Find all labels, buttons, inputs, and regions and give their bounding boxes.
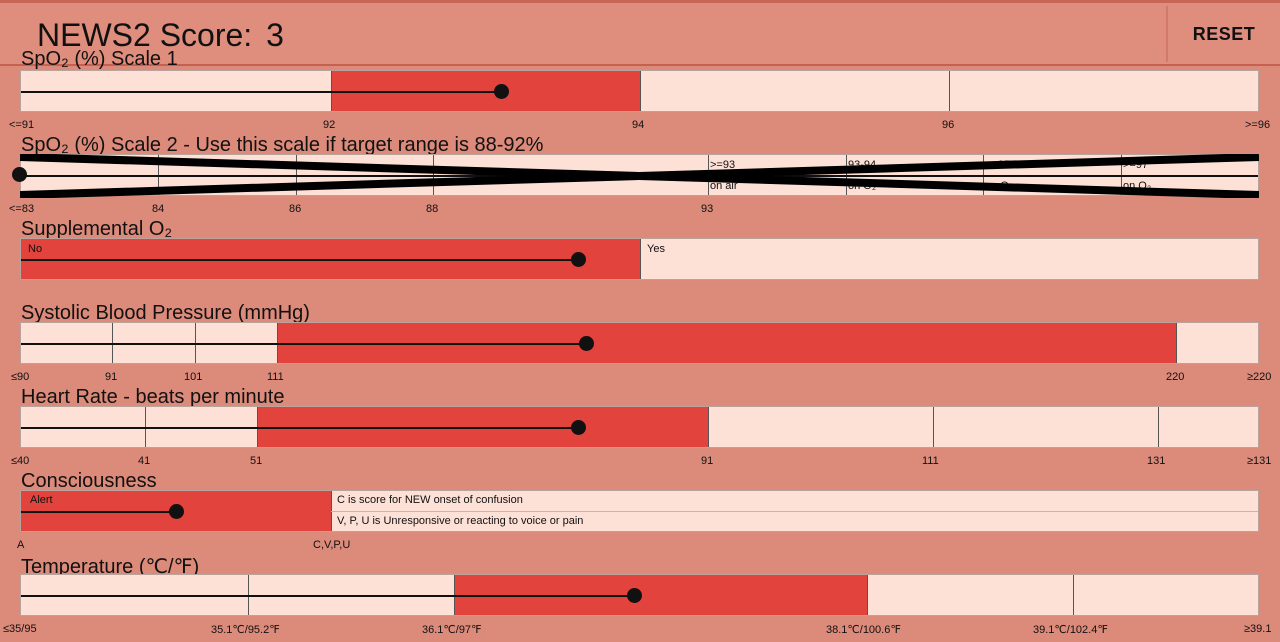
systolic-bp-tick: 91 xyxy=(105,371,118,383)
disabled-cross-icon xyxy=(20,154,1259,198)
heart-rate-divider xyxy=(933,407,934,447)
spo2-scale1-title-text: SpO₂ (%) Scale 1 xyxy=(21,48,178,70)
spo2-scale1-knob[interactable] xyxy=(494,84,509,99)
temperature-tick: 38.1℃/100.6℉ xyxy=(826,624,901,636)
supplemental-o2-no-label: No xyxy=(28,243,43,255)
heart-rate-title-text: Heart Rate - beats per minute xyxy=(21,386,285,408)
consciousness-tick: A xyxy=(17,539,25,551)
consciousness-knob[interactable] xyxy=(169,504,184,519)
spo2-scale2-title: SpO₂ (%) Scale 2 - Use this scale if tar… xyxy=(21,134,543,157)
spo2-scale2-title-text: SpO₂ (%) Scale 2 - Use this scale if tar… xyxy=(21,134,544,156)
heart-rate-tick: 111 xyxy=(922,455,939,467)
systolic-bp-track xyxy=(21,343,587,345)
header-bar: NEWS2 Score: 3 RESET xyxy=(0,0,1280,66)
spo2-scale1-divider xyxy=(949,71,950,111)
systolic-bp-tick: 111 xyxy=(267,371,284,383)
spo2-scale1-slider[interactable] xyxy=(20,70,1259,112)
spo2-scale2-label: on air xyxy=(710,180,738,192)
spo2-scale1-tick: 92 xyxy=(323,119,336,131)
consciousness-tick: C,V,P,U xyxy=(313,539,351,551)
supplemental-o2-title: Supplemental O₂ xyxy=(21,218,172,241)
heart-rate-knob[interactable] xyxy=(571,420,586,435)
heart-rate-divider xyxy=(708,407,709,447)
systolic-bp-tick: ≥220 xyxy=(1247,371,1272,383)
systolic-bp-knob[interactable] xyxy=(579,336,594,351)
heart-rate-tick: ≤40 xyxy=(11,455,30,467)
spo2-scale1-tick: 96 xyxy=(942,119,955,131)
spo2-scale2-tick: 88 xyxy=(426,203,439,215)
spo2-scale2-label: >=93 xyxy=(710,159,736,171)
systolic-bp-title: Systolic Blood Pressure (mmHg) xyxy=(21,302,310,325)
systolic-bp-title-text: Systolic Blood Pressure (mmHg) xyxy=(21,302,310,324)
news2-score-display: NEWS2 Score: 3 xyxy=(37,17,284,54)
spo2-scale2-tick: 84 xyxy=(152,203,165,215)
temperature-title-text: Temperature (℃/℉) xyxy=(21,556,200,578)
temperature-slider[interactable] xyxy=(20,574,1259,616)
spo2-scale1-tick: >=96 xyxy=(1245,119,1271,131)
heart-rate-slider[interactable] xyxy=(20,406,1259,448)
temperature-tick: 39.1℃/102.4℉ xyxy=(1033,624,1108,636)
score-label: NEWS2 Score: xyxy=(37,17,253,53)
systolic-bp-tick: 220 xyxy=(1166,371,1185,383)
spo2-scale1-divider xyxy=(640,71,641,111)
supplemental-o2-knob[interactable] xyxy=(571,252,586,267)
consciousness-slider[interactable]: Alert C is score for NEW onset of confus… xyxy=(20,490,1259,532)
spo2-scale1-tick: 94 xyxy=(632,119,645,131)
heart-rate-title: Heart Rate - beats per minute xyxy=(21,386,284,409)
supplemental-o2-title-text: Supplemental O₂ xyxy=(21,218,173,240)
reset-button[interactable]: RESET xyxy=(1166,6,1280,62)
heart-rate-tick: 131 xyxy=(1147,455,1166,467)
supplemental-o2-divider xyxy=(640,239,641,279)
consciousness-note-divider xyxy=(331,511,1258,512)
spo2-scale1-title: SpO₂ (%) Scale 1 xyxy=(21,48,178,71)
heart-rate-tick: ≥131 xyxy=(1247,455,1272,467)
supplemental-o2-track xyxy=(21,259,579,261)
temperature-tick: 35.1℃/95.2℉ xyxy=(211,624,280,636)
systolic-bp-tick: ≤90 xyxy=(11,371,30,383)
score-value: 3 xyxy=(266,17,284,53)
supplemental-o2-slider[interactable]: No Yes xyxy=(20,238,1259,280)
heart-rate-tick: 91 xyxy=(701,455,714,467)
heart-rate-divider xyxy=(1158,407,1159,447)
heart-rate-tick: 51 xyxy=(250,455,263,467)
temperature-tick: 36.1℃/97℉ xyxy=(422,624,482,636)
temperature-divider xyxy=(867,575,868,615)
consciousness-vpu-note: V, P, U is Unresponsive or reacting to v… xyxy=(337,515,584,527)
temperature-title: Temperature (℃/℉) xyxy=(21,554,199,579)
temperature-knob[interactable] xyxy=(627,588,642,603)
systolic-bp-slider[interactable] xyxy=(20,322,1259,364)
supplemental-o2-yes-label: Yes xyxy=(647,243,665,255)
consciousness-title-text: Consciousness xyxy=(21,470,157,492)
spo2-scale2-slider[interactable]: >=93 on air 93-94 on O₂ >=95 on O₂ >=97 … xyxy=(12,154,1259,198)
temperature-tick: ≥39.1 xyxy=(1244,623,1272,635)
consciousness-confusion-note: C is score for NEW onset of confusion xyxy=(337,494,523,506)
spo2-scale1-tick: <=91 xyxy=(9,119,35,131)
systolic-bp-tick: 101 xyxy=(184,371,203,383)
spo2-scale1-track xyxy=(21,91,502,93)
spo2-scale2-tick: <=83 xyxy=(9,203,35,215)
temperature-tick: ≤35/95 xyxy=(3,623,37,635)
spo2-scale2-tick: 86 xyxy=(289,203,302,215)
spo2-scale2-knob[interactable] xyxy=(12,167,27,182)
temperature-track xyxy=(21,595,635,597)
consciousness-track xyxy=(21,511,177,513)
spo2-scale2-tick: 93 xyxy=(701,203,714,215)
heart-rate-tick: 41 xyxy=(138,455,151,467)
temperature-divider xyxy=(1073,575,1074,615)
heart-rate-track xyxy=(21,427,579,429)
consciousness-title: Consciousness xyxy=(21,470,157,493)
consciousness-alert-label: Alert xyxy=(30,494,53,506)
systolic-bp-divider xyxy=(1176,323,1177,363)
